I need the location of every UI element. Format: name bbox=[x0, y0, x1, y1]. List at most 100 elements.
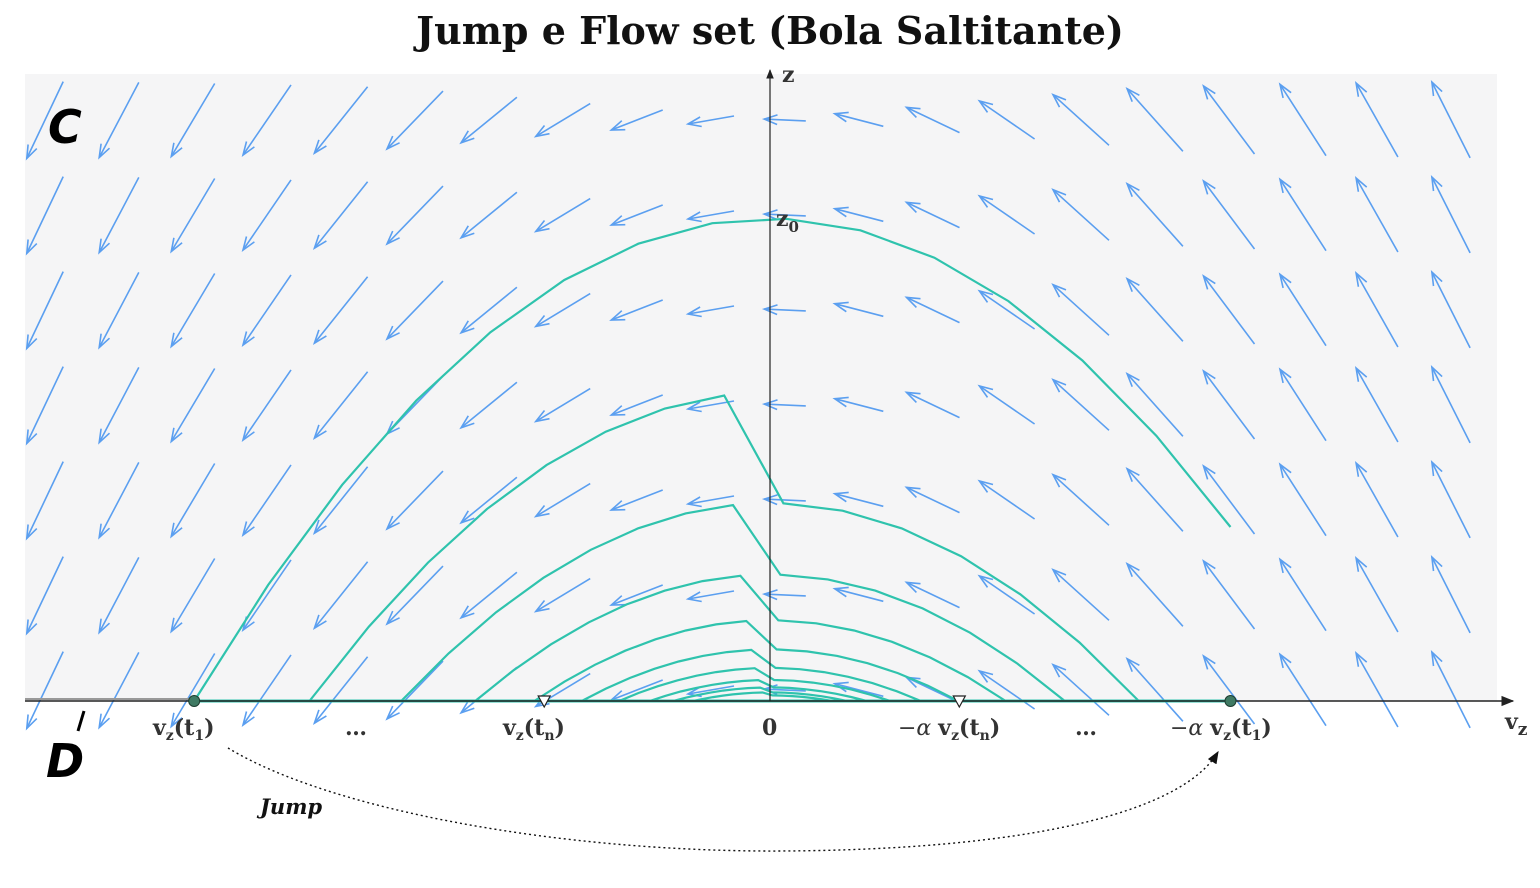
vector-field-arrow bbox=[533, 102, 591, 138]
vz-t1-label: vz(t1) bbox=[152, 715, 215, 744]
vector-field-arrow bbox=[25, 556, 64, 636]
vector-field-arrow bbox=[685, 400, 735, 413]
neg-alpha-vz-t1-label: −α vz(t1) bbox=[1170, 715, 1272, 744]
vector-field-arrow bbox=[977, 574, 1036, 615]
vector-field-arrow bbox=[761, 589, 806, 601]
trajectory-arc bbox=[618, 667, 891, 703]
vector-field-arrow bbox=[533, 482, 591, 518]
vector-field-arrow bbox=[312, 276, 369, 346]
vector-field-arrow bbox=[385, 90, 444, 151]
vector-field-arrow bbox=[25, 366, 64, 446]
vector-field-arrow bbox=[685, 590, 735, 603]
vector-field-arrow bbox=[685, 210, 735, 223]
vector-field-arrow bbox=[1354, 175, 1399, 253]
vector-field-arrow bbox=[1278, 462, 1327, 537]
vector-field-arrow bbox=[761, 209, 806, 221]
vector-field-arrow bbox=[533, 197, 591, 233]
vector-field-arrow bbox=[1278, 367, 1327, 442]
vector-field-arrow bbox=[533, 292, 591, 328]
vector-field-arrow bbox=[904, 296, 960, 324]
vector-field-arrow bbox=[832, 396, 884, 413]
dots-left: … bbox=[345, 715, 367, 741]
vector-field-arrow bbox=[25, 81, 64, 161]
vector-field-arrow bbox=[977, 289, 1036, 330]
vector-field-arrow bbox=[25, 271, 64, 351]
vector-field-arrow bbox=[761, 494, 806, 506]
vector-field-arrow bbox=[1430, 270, 1471, 349]
vector-field-arrow bbox=[385, 565, 444, 626]
vector-field-arrow bbox=[1051, 283, 1110, 336]
vector-field-arrow bbox=[1125, 276, 1184, 342]
vector-field-arrow bbox=[904, 486, 960, 514]
jump-point-marker bbox=[1224, 695, 1237, 707]
y-axis-label: z bbox=[782, 62, 795, 88]
vector-field-arrow bbox=[1125, 561, 1184, 627]
vector-field-arrow bbox=[170, 653, 216, 729]
vector-field-arrow bbox=[609, 204, 663, 226]
vector-field-arrow bbox=[170, 558, 216, 634]
vector-field-arrow bbox=[977, 669, 1036, 710]
vector-field-arrow bbox=[1354, 460, 1399, 538]
vector-field-arrow bbox=[609, 109, 663, 131]
jump-point-marker bbox=[188, 695, 201, 707]
vector-field-arrow bbox=[25, 461, 64, 541]
vector-field-arrow bbox=[459, 286, 518, 335]
vector-field-arrow bbox=[312, 371, 369, 441]
vector-field-arrow bbox=[459, 381, 518, 430]
vector-field-arrow bbox=[25, 651, 64, 731]
vector-field-arrow bbox=[832, 301, 884, 318]
vector-field-arrow bbox=[1430, 650, 1471, 729]
vector-field-arrow bbox=[904, 201, 960, 229]
vector-field-arrow bbox=[385, 280, 444, 341]
vector-field-arrow bbox=[1354, 270, 1399, 348]
vector-field-arrow bbox=[170, 83, 216, 159]
vector-field-arrow bbox=[1430, 460, 1471, 539]
vector-field-arrow bbox=[1278, 82, 1327, 157]
vector-field-arrow bbox=[1278, 177, 1327, 252]
vector-field-arrow bbox=[1051, 568, 1110, 621]
vector-field-arrow bbox=[1278, 557, 1327, 632]
vector-field-arrow bbox=[533, 387, 591, 423]
vector-field-arrow bbox=[98, 557, 140, 635]
trajectory-arc bbox=[474, 574, 1007, 702]
neg-alpha-vz-tn-label: −α vz(tn) bbox=[898, 715, 1000, 744]
vector-field-arrow bbox=[312, 181, 369, 251]
vector-field-arrow bbox=[685, 305, 735, 318]
vector-field-arrow bbox=[1430, 365, 1471, 444]
vector-field-arrow bbox=[98, 82, 140, 160]
vector-field-arrow bbox=[459, 571, 518, 620]
trajectory-arc bbox=[673, 686, 848, 703]
vector-field-arrow bbox=[685, 495, 735, 508]
vector-field-arrow bbox=[904, 391, 960, 419]
vz-tn-label: vz(tn) bbox=[502, 715, 565, 744]
vector-field-arrow bbox=[832, 681, 884, 698]
tn-marker bbox=[537, 695, 552, 709]
vector-field-arrow bbox=[1051, 663, 1110, 716]
vector-field-arrow bbox=[98, 462, 140, 540]
vector-field-arrow bbox=[98, 652, 140, 730]
vector-field-arrow bbox=[241, 464, 292, 538]
vector-field-arrow bbox=[1354, 365, 1399, 443]
vector-field-arrow bbox=[1278, 272, 1327, 347]
vector-field-arrow bbox=[1430, 80, 1471, 159]
jump-arrow bbox=[227, 747, 1219, 852]
vector-field-arrow bbox=[1125, 86, 1184, 152]
vector-field-arrow bbox=[761, 304, 806, 316]
vector-field-arrow bbox=[241, 274, 292, 348]
vector-field-arrow bbox=[1051, 378, 1110, 431]
zero-label: 0 bbox=[762, 715, 777, 741]
vector-field-arrow bbox=[832, 586, 884, 603]
vector-field-arrow bbox=[312, 561, 369, 631]
trajectory-arc bbox=[400, 503, 1066, 702]
tn-marker bbox=[952, 695, 967, 709]
vector-field-arrow bbox=[977, 479, 1036, 520]
vector-field-arrow bbox=[241, 84, 292, 158]
vector-field-arrow bbox=[904, 106, 960, 134]
vector-field-arrow bbox=[1125, 466, 1184, 532]
vector-field-arrow bbox=[977, 194, 1036, 235]
vector-field-arrow bbox=[977, 99, 1036, 140]
vector-field-arrow bbox=[385, 185, 444, 246]
vector-field-arrow bbox=[761, 114, 806, 126]
vector-field-arrow bbox=[1202, 369, 1256, 440]
trajectory-arc bbox=[581, 648, 922, 703]
